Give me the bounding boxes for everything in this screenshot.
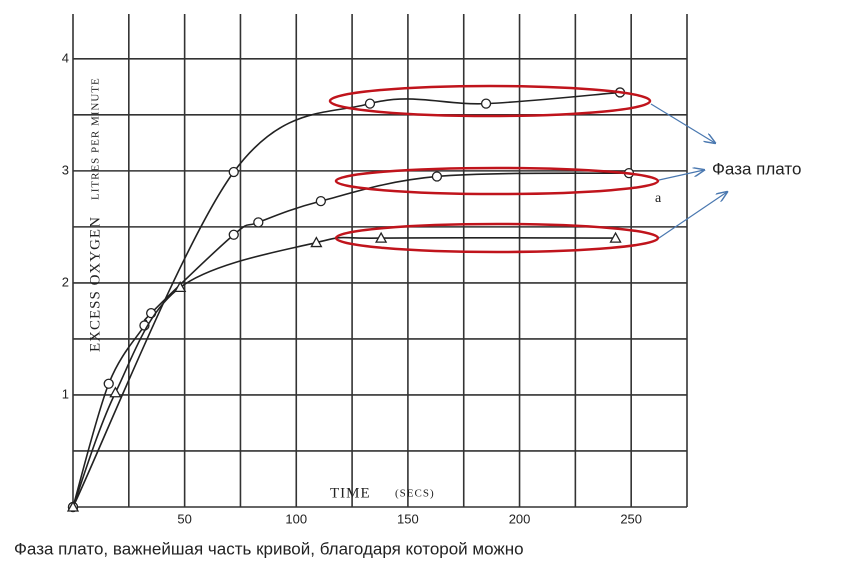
data-point bbox=[310, 236, 323, 248]
grid bbox=[72, 14, 688, 508]
arrow bbox=[658, 192, 727, 239]
data-point bbox=[431, 171, 443, 182]
x-tick-label: 250 bbox=[620, 511, 642, 526]
y-axis-label: EXCESS OXYGEN bbox=[87, 216, 103, 352]
y-tick-label: 4 bbox=[62, 50, 69, 65]
arrow bbox=[650, 103, 715, 143]
data-point bbox=[315, 195, 326, 207]
arrow bbox=[658, 170, 704, 181]
annotation: Фаза плато bbox=[712, 159, 801, 178]
point-note: a bbox=[655, 191, 662, 206]
y-tick-label: 2 bbox=[62, 274, 69, 289]
highlights bbox=[328, 84, 727, 254]
data-point bbox=[66, 500, 80, 512]
x-axis-units: (SECS) bbox=[395, 488, 435, 500]
series-line bbox=[72, 172, 629, 508]
caption: Фаза плато, важнейшая часть кривой, благ… bbox=[14, 539, 524, 558]
data-point bbox=[253, 217, 264, 228]
curves bbox=[66, 87, 635, 513]
data-point bbox=[480, 98, 492, 109]
y-tick-label: 1 bbox=[62, 386, 69, 401]
data-point bbox=[103, 378, 114, 389]
highlight-ellipse bbox=[334, 166, 660, 196]
data-point bbox=[109, 386, 122, 398]
x-tick-label: 50 bbox=[177, 511, 191, 526]
y-tick-label: 3 bbox=[62, 162, 69, 177]
series-line bbox=[72, 91, 621, 508]
x-tick-label: 150 bbox=[397, 511, 419, 526]
series-line bbox=[72, 236, 616, 508]
data-point bbox=[364, 98, 376, 109]
x-tick-label: 100 bbox=[285, 511, 307, 526]
data-point bbox=[228, 229, 239, 240]
data-point bbox=[174, 281, 187, 293]
x-axis-label: TIME bbox=[330, 485, 371, 501]
y-axis-units: LITRES PER MINUTE bbox=[90, 77, 102, 200]
data-point bbox=[375, 231, 388, 243]
x-tick-label: 200 bbox=[509, 511, 531, 526]
data-point bbox=[609, 231, 622, 243]
data-point bbox=[228, 166, 239, 178]
highlight-ellipse bbox=[328, 84, 652, 118]
highlight-ellipse bbox=[334, 222, 660, 254]
